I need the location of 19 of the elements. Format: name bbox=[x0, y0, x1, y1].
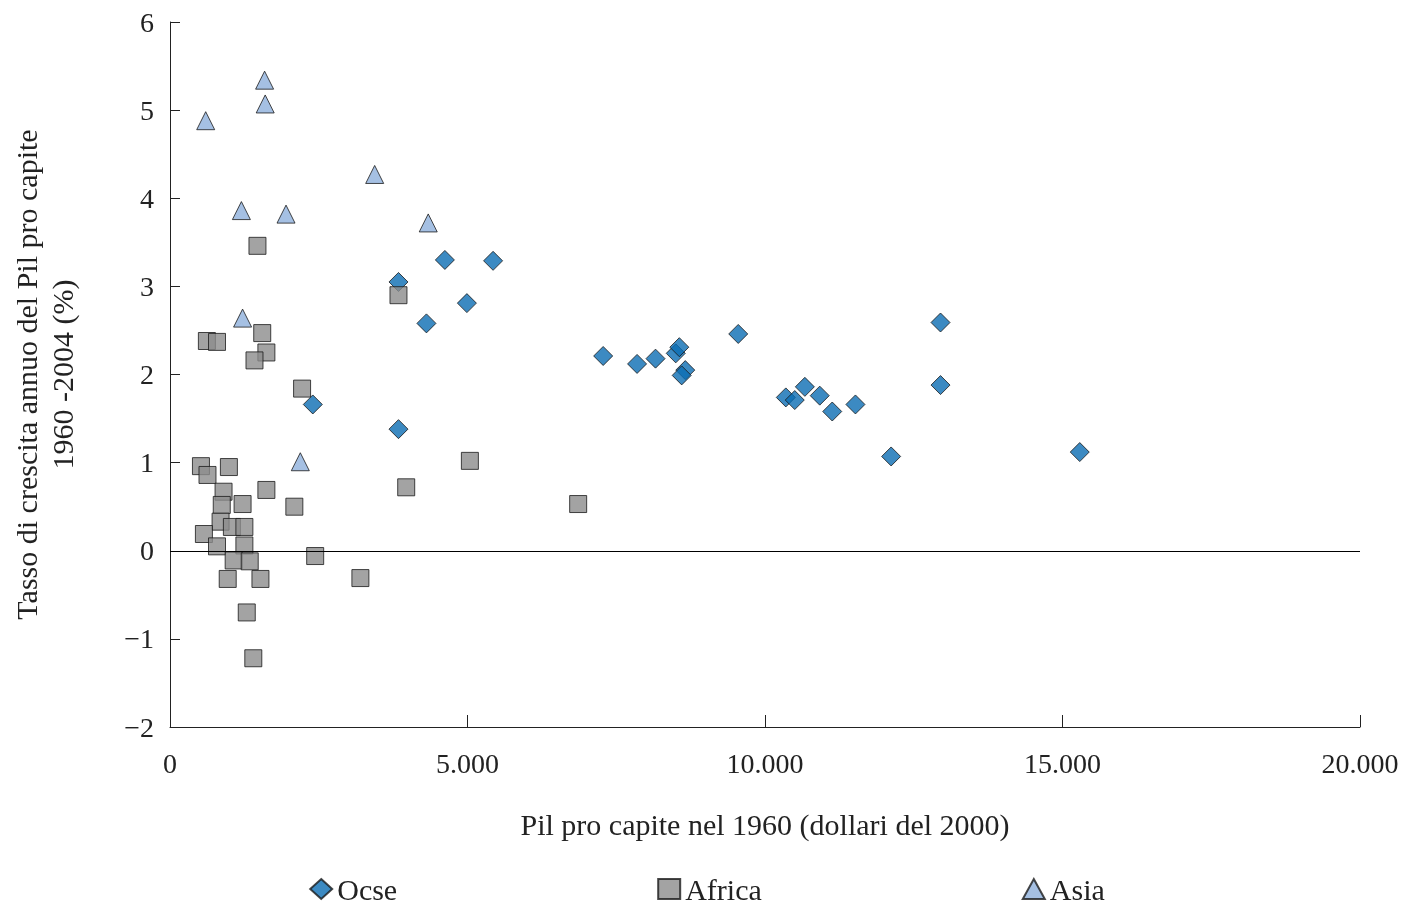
legend-label: Asia bbox=[1049, 872, 1105, 906]
y-tick-label: 1 bbox=[140, 447, 154, 479]
legend-label: Ocse bbox=[337, 872, 398, 906]
x-tick-label: 0 bbox=[163, 747, 177, 779]
x-tick-label: 10.000 bbox=[726, 747, 804, 779]
y-axis-title: Tasso di crescita annuo del Pil pro capite 1960 -2004 (%) bbox=[9, 129, 80, 620]
y-tick-label: 4 bbox=[140, 182, 154, 214]
x-tick-label: 5.000 bbox=[436, 747, 499, 779]
y-tick-label: 0 bbox=[140, 535, 154, 567]
legend-label: Africa bbox=[685, 872, 762, 906]
y-tick-label: 2 bbox=[140, 359, 154, 390]
x-tick-label: 15.000 bbox=[1024, 747, 1101, 779]
x-tick-label: 20.000 bbox=[1321, 747, 1399, 779]
y-tick-label: −2 bbox=[124, 711, 154, 743]
y-tick-label: 3 bbox=[140, 270, 154, 302]
y-tick-label: −1 bbox=[124, 623, 154, 655]
y-tick-label: 6 bbox=[140, 6, 154, 38]
y-tick-label: 5 bbox=[140, 94, 154, 126]
x-axis-title: Pil pro capite nel 1960 (dollari del 2000) bbox=[520, 807, 1010, 842]
